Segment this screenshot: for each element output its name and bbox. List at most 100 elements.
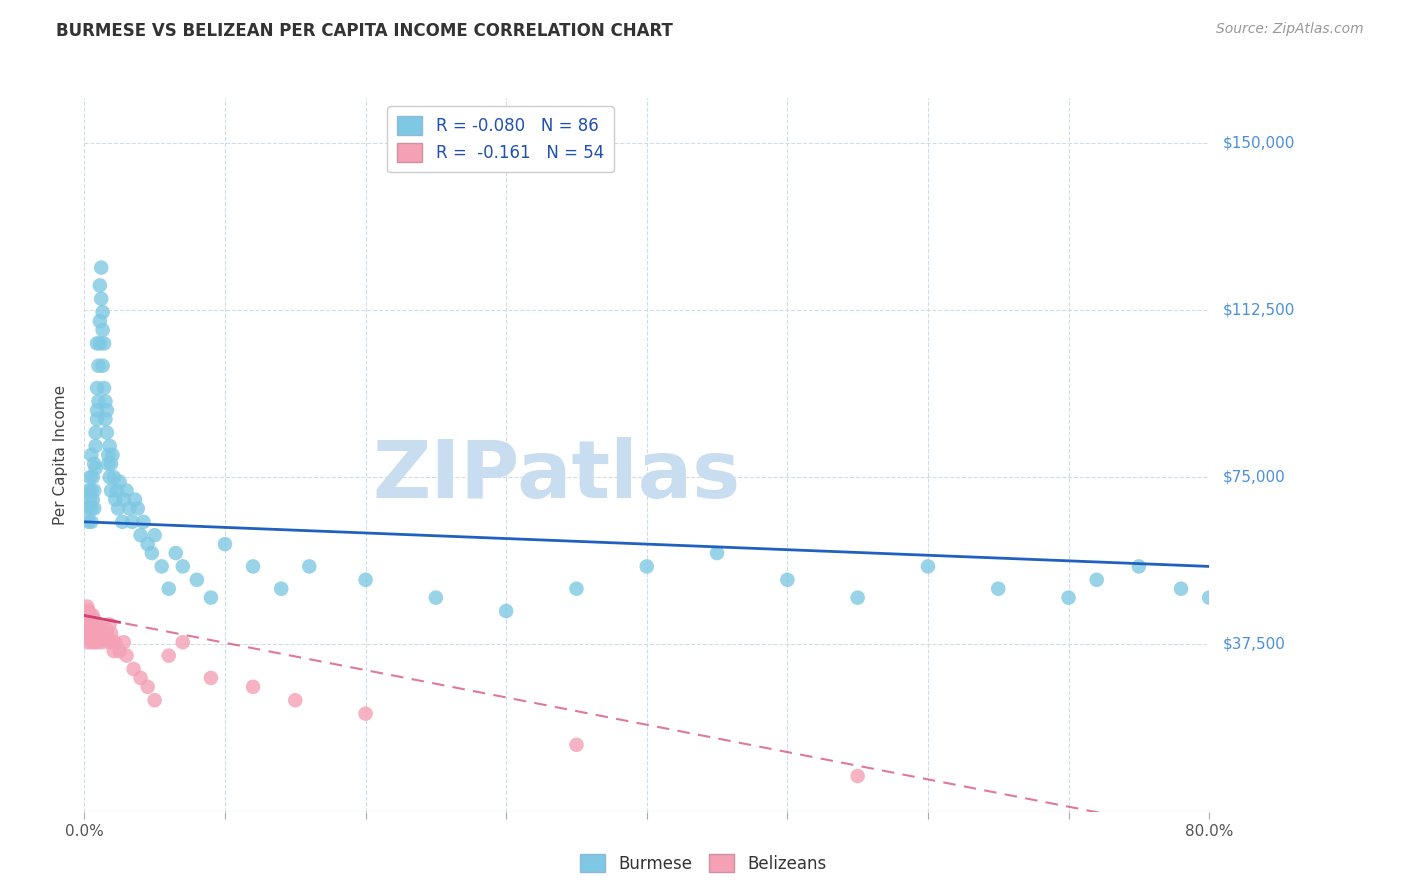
Point [87,626,110,640]
Point [86,336,108,351]
Point [79,470,101,484]
Point [425,591,447,605]
Point [76,599,98,614]
Point [90,635,112,649]
Point [1128,559,1150,574]
Point [105,483,128,498]
Text: $37,500: $37,500 [1223,637,1286,652]
Point [104,492,127,507]
Point [77,483,100,498]
Point [75,626,97,640]
Point [354,706,377,721]
Point [157,582,180,596]
Point [80,626,103,640]
Point [93,381,115,395]
Point [91,305,114,319]
Point [97,448,120,462]
Point [79,617,101,632]
Point [270,582,292,596]
Point [94,622,117,636]
Point [1170,582,1192,596]
Point [87,617,110,632]
Point [1057,591,1080,605]
Point [115,648,138,663]
Point [94,412,117,426]
Point [80,448,103,462]
Point [242,680,264,694]
Point [96,626,118,640]
Point [141,546,163,560]
Point [495,604,517,618]
Text: ZIPatlas: ZIPatlas [373,437,741,516]
Point [150,559,173,574]
Text: $150,000: $150,000 [1223,136,1295,150]
Point [82,470,104,484]
Point [101,448,124,462]
Point [86,622,108,636]
Point [121,515,143,529]
Point [124,492,146,507]
Point [104,635,127,649]
Point [80,515,103,529]
Point [118,501,141,516]
Point [76,617,98,632]
Point [86,403,108,417]
Point [284,693,307,707]
Text: BURMESE VS BELIZEAN PER CAPITA INCOME CORRELATION CHART: BURMESE VS BELIZEAN PER CAPITA INCOME CO… [56,22,673,40]
Point [89,314,111,328]
Point [98,439,121,453]
Point [917,559,939,574]
Point [87,394,110,409]
Point [91,359,114,373]
Point [93,336,115,351]
Point [115,483,138,498]
Point [87,359,110,373]
Point [91,323,114,337]
Point [83,613,105,627]
Point [242,559,264,574]
Point [82,631,104,645]
Text: $75,000: $75,000 [1223,470,1286,484]
Point [76,501,98,516]
Point [93,631,115,645]
Point [91,626,114,640]
Point [86,412,108,426]
Point [100,483,122,498]
Point [112,635,135,649]
Point [636,559,658,574]
Point [83,457,105,471]
Point [96,425,118,440]
Point [111,515,134,529]
Point [200,591,222,605]
Point [107,501,129,516]
Point [101,635,124,649]
Point [1085,573,1108,587]
Text: $112,500: $112,500 [1223,302,1295,318]
Point [86,635,108,649]
Point [100,457,122,471]
Point [89,336,111,351]
Point [84,425,107,440]
Point [172,559,194,574]
Point [89,622,111,636]
Point [132,515,155,529]
Point [80,613,103,627]
Point [86,381,108,395]
Point [76,635,98,649]
Point [79,492,101,507]
Point [987,582,1010,596]
Point [186,573,208,587]
Point [565,738,588,752]
Point [165,546,187,560]
Point [97,635,120,649]
Point [80,501,103,516]
Point [84,617,107,632]
Point [90,292,112,306]
Point [84,439,107,453]
Point [83,635,105,649]
Point [127,501,149,516]
Point [108,644,131,658]
Point [143,693,166,707]
Point [79,631,101,645]
Point [214,537,236,551]
